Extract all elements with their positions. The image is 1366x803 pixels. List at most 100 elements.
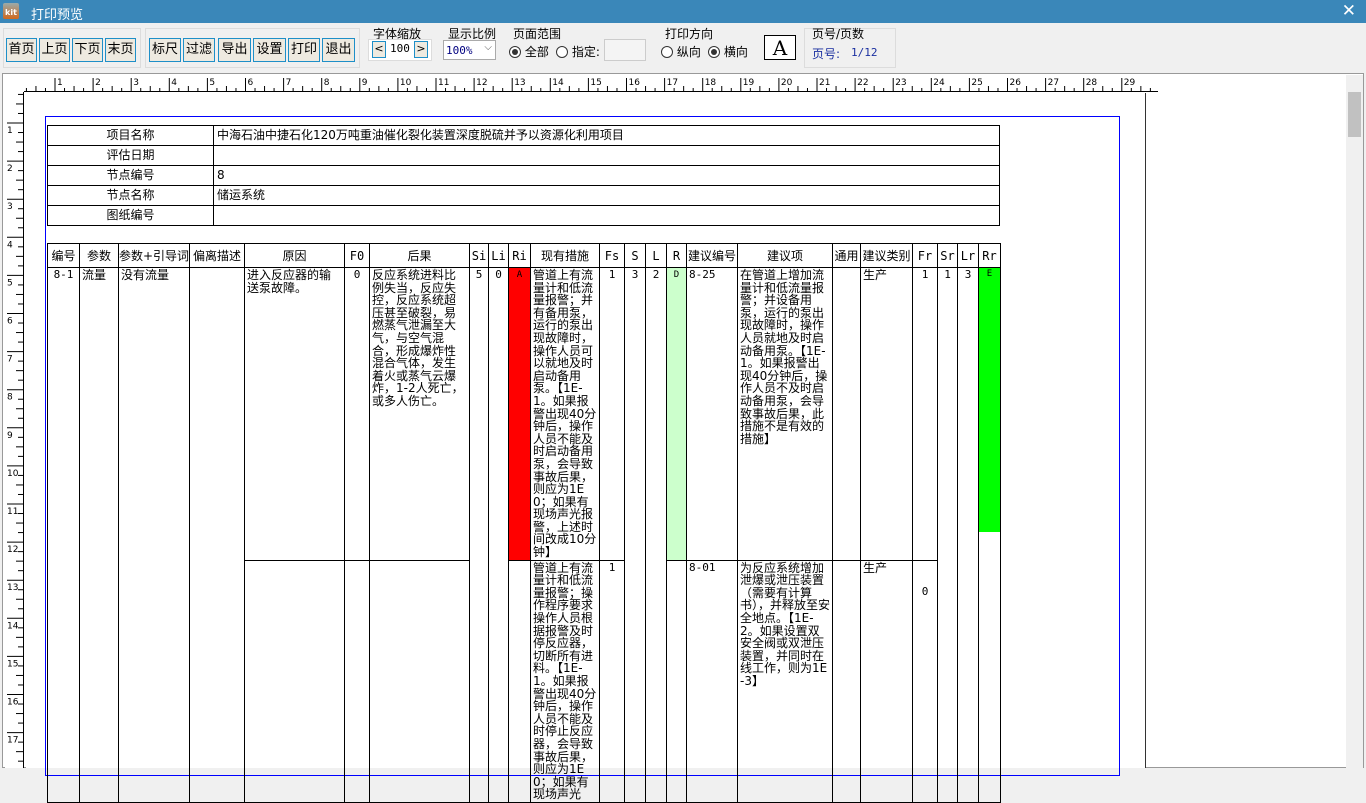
info-row: 图纸编号 bbox=[47, 205, 1000, 226]
info-value: 储运系统 bbox=[213, 185, 1000, 206]
ruler-label: 16 bbox=[629, 78, 641, 88]
info-row: 项目名称 中海石油中捷石化120万吨重油催化裂化装置深度脱硫并予以资源化利用项目 bbox=[47, 125, 1000, 146]
close-button[interactable]: ✕ bbox=[1341, 1, 1356, 21]
landscape-label: 横向 bbox=[723, 45, 748, 59]
app-icon: kit bbox=[3, 3, 19, 19]
vertical-scrollbar[interactable] bbox=[1346, 75, 1363, 768]
radio-unchecked-icon bbox=[556, 46, 568, 58]
range-label: 页面范围 bbox=[513, 27, 562, 41]
column-header: 现有措施 bbox=[530, 243, 600, 268]
ruler-button[interactable]: 标尺 bbox=[149, 38, 181, 62]
ruler-label: 15 bbox=[7, 659, 18, 669]
filter-button[interactable]: 过滤 bbox=[183, 38, 215, 62]
font-scale-value[interactable]: 100 bbox=[390, 42, 410, 55]
next-page-button[interactable]: 下页 bbox=[72, 38, 103, 62]
orientation-label: 打印方向 bbox=[665, 27, 714, 41]
range-specify-radio[interactable]: 指定: bbox=[556, 43, 600, 60]
info-value: 8 bbox=[213, 165, 1000, 186]
cell-si: 5 bbox=[469, 267, 489, 803]
ruler-label: 19 bbox=[743, 78, 755, 88]
range-all-radio[interactable]: 全部 bbox=[509, 43, 549, 60]
first-page-button[interactable]: 首页 bbox=[6, 38, 37, 62]
info-label: 节点名称 bbox=[47, 185, 214, 206]
ruler-label: 24 bbox=[933, 78, 945, 88]
cell-suggestion-type: 生产 bbox=[860, 559, 913, 803]
ruler-label: 8 bbox=[324, 78, 330, 88]
cell-suggestion-type: 生产 bbox=[860, 267, 913, 561]
ruler-label: 28 bbox=[1086, 78, 1098, 88]
cell-suggestion-id: 8-25 bbox=[686, 267, 738, 561]
font-decrease-button[interactable]: < bbox=[372, 41, 386, 58]
settings-button[interactable]: 设置 bbox=[253, 38, 286, 62]
title-bar: kit 打印预览 ✕ bbox=[0, 0, 1366, 23]
ruler-label: 2 bbox=[7, 164, 13, 174]
ruler-label: 20 bbox=[781, 78, 793, 88]
scrollbar-thumb[interactable] bbox=[1348, 92, 1361, 137]
page-group bbox=[804, 28, 896, 68]
cell-f0 bbox=[344, 559, 370, 803]
ruler-label: 15 bbox=[590, 78, 601, 88]
toolbar: 首页 上页 下页 末页 标尺 过滤 导出 设置 打印 退出 字体缩放 < 100… bbox=[0, 23, 1366, 73]
ruler-label: 2 bbox=[95, 78, 101, 88]
ruler-label: 18 bbox=[705, 78, 717, 88]
info-label: 图纸编号 bbox=[47, 205, 214, 226]
zoom-value: 100% bbox=[446, 44, 473, 57]
landscape-radio[interactable]: 横向 bbox=[708, 43, 748, 60]
info-value: 中海石油中捷石化120万吨重油催化裂化装置深度脱硫并予以资源化利用项目 bbox=[213, 125, 1000, 146]
export-button[interactable]: 导出 bbox=[218, 38, 251, 62]
ruler-label: 13 bbox=[7, 583, 18, 593]
font-increase-button[interactable]: > bbox=[414, 41, 428, 58]
font-icon-button[interactable]: A bbox=[764, 35, 796, 60]
zoom-select[interactable]: 100% ⌵ bbox=[443, 40, 496, 60]
chevron-down-icon: ⌵ bbox=[484, 42, 492, 53]
cell-suggestion-id: 8-01 bbox=[686, 559, 738, 803]
ruler-label: 1 bbox=[7, 126, 13, 136]
ruler-label: 4 bbox=[7, 240, 13, 250]
column-header: 建议编号 bbox=[686, 243, 738, 268]
prev-page-button[interactable]: 上页 bbox=[39, 38, 70, 62]
page-number-prefix: 页号: bbox=[812, 47, 841, 61]
column-header: 通用 bbox=[832, 243, 861, 268]
cell-suggestion: 为反应系统增加泄爆或泄压装置（需要有计算书），并释放至安全地点。【1E-2。如果… bbox=[737, 559, 833, 803]
column-header: Li bbox=[488, 243, 509, 268]
portrait-radio[interactable]: 纵向 bbox=[661, 43, 701, 60]
column-header: Si bbox=[469, 243, 489, 268]
ruler-label: 12 bbox=[7, 545, 18, 555]
cell-suggestion: 在管道上增加流量计和低流量报警；并设备用泵，运行的泵出现故障时，操作人员就地及时… bbox=[737, 267, 833, 561]
cell-f0: 0 bbox=[344, 267, 370, 561]
column-header: 后果 bbox=[369, 243, 470, 268]
cell-consequence: 反应系统进料比例失当，反应失控，反应系统超压甚至破裂，易燃蒸气泄漏至大气，与空气… bbox=[369, 267, 470, 561]
cell-s: 3 bbox=[624, 267, 646, 803]
range-specify-input[interactable] bbox=[604, 39, 646, 61]
ruler-label: 8 bbox=[7, 393, 13, 403]
column-header: F0 bbox=[344, 243, 370, 268]
cell-fs: 1 bbox=[599, 559, 625, 803]
column-header: Ri bbox=[508, 243, 531, 268]
ruler-label: 23 bbox=[895, 78, 906, 88]
exit-button[interactable]: 退出 bbox=[322, 38, 355, 62]
rr-badge: E bbox=[979, 268, 1000, 532]
ruler-label: 25 bbox=[971, 78, 982, 88]
cell-sr: 1 bbox=[937, 267, 958, 803]
horizontal-ruler[interactable]: 1 2 3 4 5 6 7 8 9 10 11 12 13 14 15 16 17 18 19 20 21 22 23 24 2… bbox=[24, 75, 1158, 92]
column-header: L bbox=[645, 243, 667, 268]
info-value bbox=[213, 205, 1000, 226]
ruler-label: 11 bbox=[7, 507, 18, 517]
ruler-label: 5 bbox=[7, 278, 13, 288]
ruler-label: 27 bbox=[1048, 78, 1059, 88]
page-count-label: 页号/页数 bbox=[812, 27, 865, 41]
cell-param: 流量 bbox=[79, 267, 119, 803]
print-button[interactable]: 打印 bbox=[288, 38, 320, 62]
cell-ri: A bbox=[508, 267, 531, 561]
ruler-label: 5 bbox=[209, 78, 215, 88]
ruler-label: 6 bbox=[248, 78, 254, 88]
window-title: 打印预览 bbox=[31, 8, 84, 23]
column-header: Rr bbox=[978, 243, 1001, 268]
ruler-label: 22 bbox=[857, 78, 868, 88]
column-header: 偏离描述 bbox=[189, 243, 245, 268]
ruler-label: 3 bbox=[7, 202, 13, 212]
last-page-button[interactable]: 末页 bbox=[105, 38, 136, 62]
ruler-label: 21 bbox=[819, 78, 830, 88]
ruler-label: 16 bbox=[7, 698, 19, 708]
